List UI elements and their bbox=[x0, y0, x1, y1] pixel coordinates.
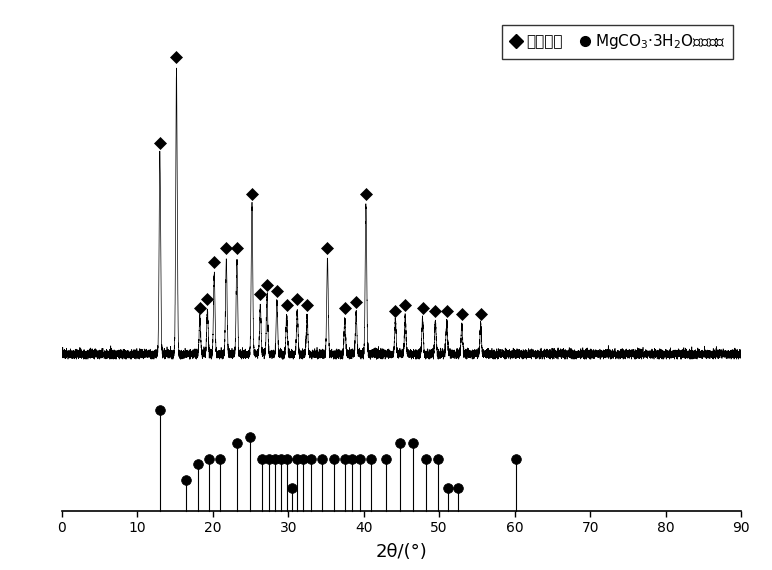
Legend: 测试图谱, MgCO$_3$·3H$_2$O标准图谱: 测试图谱, MgCO$_3$·3H$_2$O标准图谱 bbox=[503, 25, 733, 59]
X-axis label: 2θ/(°): 2θ/(°) bbox=[375, 543, 428, 561]
